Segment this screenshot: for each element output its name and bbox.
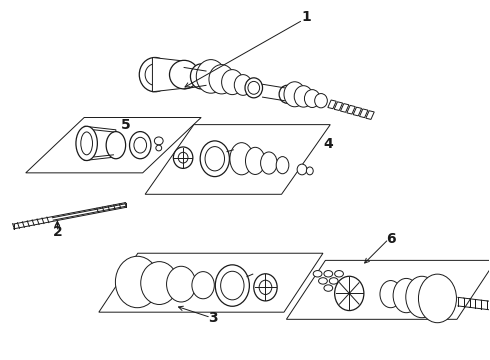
Ellipse shape <box>393 278 419 313</box>
Ellipse shape <box>276 157 289 174</box>
Ellipse shape <box>284 82 305 107</box>
Polygon shape <box>99 253 323 312</box>
Circle shape <box>313 271 322 277</box>
Text: 6: 6 <box>386 232 396 246</box>
Ellipse shape <box>170 60 199 89</box>
Ellipse shape <box>167 266 196 302</box>
Ellipse shape <box>134 137 147 153</box>
Ellipse shape <box>200 141 229 177</box>
Ellipse shape <box>215 265 249 306</box>
Ellipse shape <box>254 274 277 301</box>
Bar <box>347 105 355 114</box>
Ellipse shape <box>306 167 313 175</box>
Circle shape <box>324 285 333 291</box>
Ellipse shape <box>230 143 253 175</box>
Ellipse shape <box>315 94 327 108</box>
Ellipse shape <box>76 126 98 161</box>
Ellipse shape <box>380 280 401 308</box>
Ellipse shape <box>261 152 277 174</box>
Ellipse shape <box>81 132 93 155</box>
Circle shape <box>324 271 333 277</box>
Polygon shape <box>145 125 330 194</box>
Circle shape <box>318 278 327 284</box>
Polygon shape <box>287 260 490 319</box>
Bar <box>353 107 362 116</box>
Polygon shape <box>26 117 201 173</box>
Ellipse shape <box>154 137 163 145</box>
Bar <box>366 111 374 120</box>
Ellipse shape <box>196 60 225 93</box>
Ellipse shape <box>234 75 252 95</box>
Ellipse shape <box>220 271 244 300</box>
Polygon shape <box>152 58 184 92</box>
Ellipse shape <box>139 58 171 92</box>
Ellipse shape <box>245 147 265 175</box>
Ellipse shape <box>294 86 313 107</box>
Ellipse shape <box>209 64 234 94</box>
Bar <box>334 102 343 111</box>
Ellipse shape <box>297 164 307 175</box>
Ellipse shape <box>145 64 165 85</box>
Ellipse shape <box>156 145 162 151</box>
Text: 5: 5 <box>121 118 130 132</box>
Ellipse shape <box>178 152 188 163</box>
Ellipse shape <box>141 262 178 305</box>
Ellipse shape <box>418 274 457 323</box>
Ellipse shape <box>259 280 272 294</box>
Ellipse shape <box>335 276 364 311</box>
Bar <box>328 100 336 109</box>
Text: 2: 2 <box>52 225 62 239</box>
Ellipse shape <box>279 85 294 103</box>
Circle shape <box>329 278 338 284</box>
Circle shape <box>335 271 343 277</box>
Ellipse shape <box>406 276 438 318</box>
Polygon shape <box>84 126 116 161</box>
Ellipse shape <box>304 90 320 108</box>
Ellipse shape <box>192 272 214 299</box>
Bar <box>341 104 349 112</box>
Text: 1: 1 <box>301 10 311 24</box>
Ellipse shape <box>191 64 212 89</box>
Ellipse shape <box>106 132 125 159</box>
Ellipse shape <box>245 78 263 98</box>
Ellipse shape <box>173 147 193 168</box>
Text: 4: 4 <box>323 137 333 151</box>
Bar <box>360 109 368 118</box>
Text: 3: 3 <box>209 311 218 324</box>
Ellipse shape <box>221 69 243 95</box>
Ellipse shape <box>248 81 260 94</box>
Ellipse shape <box>116 256 159 308</box>
Ellipse shape <box>129 132 151 159</box>
Ellipse shape <box>205 147 224 171</box>
